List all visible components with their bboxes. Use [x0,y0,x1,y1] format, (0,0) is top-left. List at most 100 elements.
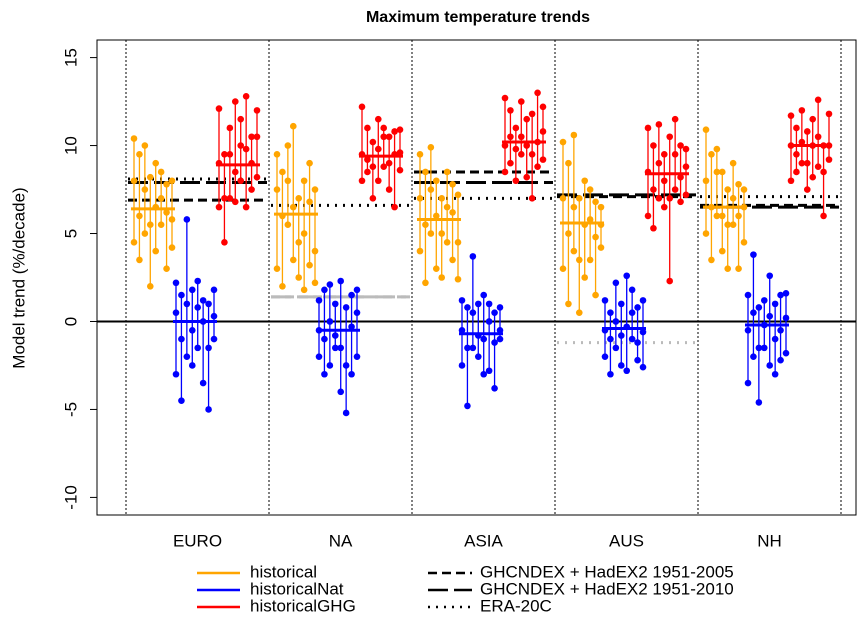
model-point [438,195,446,202]
model-point [782,314,790,322]
model-point [226,195,234,202]
model-point [671,115,679,123]
model-point [279,282,286,290]
model-point [353,286,361,294]
model-point [597,244,605,251]
model-point [787,112,795,119]
model-point [331,332,339,339]
model-point [178,291,185,299]
model-point [188,326,196,334]
model-point [628,286,636,294]
model-point [623,272,631,280]
model-point [750,251,757,258]
model-point [713,168,721,176]
model-point [809,173,817,181]
model-point [152,247,160,255]
model-point [172,309,180,316]
model-point [136,151,143,158]
model-point [507,159,514,167]
model-point [237,142,245,149]
model-point [306,159,313,167]
model-point [601,297,609,304]
model-point [315,353,323,360]
model-point [644,124,652,132]
model-point [221,195,228,202]
model-point [539,156,547,163]
model-point [396,149,404,156]
model-point [793,151,800,158]
model-point [644,212,652,220]
model-point [777,356,784,364]
model-point [744,379,752,387]
model-point [485,300,493,308]
model-point [141,186,149,193]
model-point [237,177,245,185]
model-point [157,168,165,176]
model-point [677,173,684,181]
model-point [677,198,684,206]
model-point [702,230,710,237]
model-point [798,159,806,167]
model-point [385,159,393,167]
legend-label: historicalGHG [250,596,356,615]
model-point [163,180,170,188]
model-point [496,304,504,311]
model-point [814,96,822,104]
model-point [825,110,833,118]
model-point [391,203,398,211]
model-point [443,168,451,176]
model-point [458,297,466,304]
model-point [718,247,726,255]
model-point [612,318,620,325]
model-point [597,203,605,211]
model-point [496,326,504,334]
model-point [539,103,547,111]
model-point [528,110,536,118]
model-point [755,304,763,311]
model-point [617,300,625,308]
model-point [512,124,520,132]
model-point [634,356,641,364]
model-point [416,247,424,255]
model-point [331,300,339,308]
model-point [771,300,779,308]
x-tick-label: NH [757,531,782,550]
model-point [374,145,382,153]
model-point [321,286,328,294]
model-point [210,335,218,343]
model-point [231,98,239,105]
model-point [146,221,154,229]
model-point [194,277,202,285]
model-point [523,142,531,149]
model-point [729,221,737,229]
model-point [660,177,668,185]
model-point [422,221,429,229]
model-point [534,89,541,97]
model-point [183,300,191,308]
model-point [321,335,328,343]
model-point [501,168,509,176]
model-point [326,281,334,288]
model-point [469,309,477,316]
model-point [289,122,297,130]
model-point [666,195,674,202]
model-point [342,362,350,369]
model-point [655,159,663,167]
model-point [803,159,811,167]
model-point [231,198,239,206]
model-point [575,309,583,316]
model-point [491,339,498,346]
model-point [682,145,690,153]
model-point [592,233,599,241]
x-tick-label: NA [329,531,353,550]
model-point [242,145,250,153]
model-point [825,156,833,163]
model-point [289,203,297,211]
model-point [194,344,202,352]
model-point [358,177,366,185]
model-point [295,195,303,202]
model-point [559,195,567,202]
model-point [634,339,641,346]
model-point [210,286,218,294]
model-point [348,323,355,331]
